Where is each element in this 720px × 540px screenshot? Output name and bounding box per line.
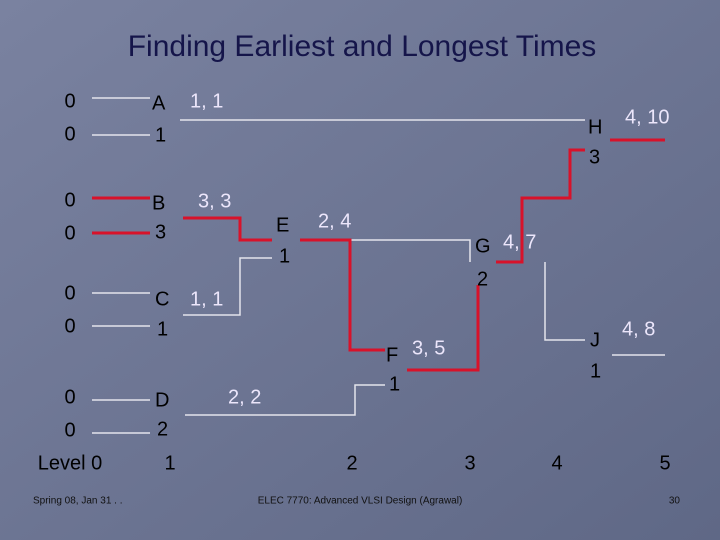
level-label: 4 — [551, 452, 562, 474]
node-name: E — [276, 214, 289, 236]
node-name: B — [152, 192, 165, 214]
level-label: Level 0 — [38, 452, 103, 474]
level-label: 1 — [164, 452, 175, 474]
node-name: D — [155, 389, 169, 411]
node-times: 4, 10 — [625, 106, 669, 128]
levels: Level 0 1 2 3 4 5 — [38, 452, 671, 474]
input: 0 — [64, 90, 75, 112]
node-weight: 1 — [157, 318, 168, 340]
node-times: 1, 1 — [190, 90, 223, 112]
node-times: 1, 1 — [190, 288, 223, 310]
node-name: C — [155, 288, 169, 310]
node-weight: 1 — [590, 360, 601, 382]
node-times: 4, 8 — [622, 318, 655, 340]
level-label: 2 — [346, 452, 357, 474]
node-weight: 2 — [477, 268, 488, 290]
wires — [92, 97, 665, 434]
node-times: 2, 2 — [228, 386, 261, 408]
node-weight: 3 — [589, 146, 600, 168]
node-name: G — [475, 235, 491, 257]
input: 0 — [64, 419, 75, 441]
node-times: 3, 5 — [412, 337, 445, 359]
footer-left: Spring 08, Jan 31 . . — [33, 496, 123, 507]
node-name: J — [590, 329, 600, 351]
node-name: H — [588, 116, 602, 138]
level-label: 3 — [464, 452, 475, 474]
node-times: 4, 7 — [503, 231, 536, 253]
nodes: A 1 1, 1 B 3 3, 3 C 1 1, 1 D 2 2, 2 E 1 … — [152, 90, 669, 440]
node-name: A — [152, 92, 166, 114]
node-weight: 1 — [389, 373, 400, 395]
input: 0 — [64, 282, 75, 304]
input: 0 — [64, 189, 75, 211]
node-times: 2, 4 — [318, 210, 351, 232]
input: 0 — [64, 222, 75, 244]
level-label: 5 — [659, 452, 670, 474]
input: 0 — [64, 123, 75, 145]
node-weight: 2 — [157, 418, 168, 440]
inputs: 0 0 0 0 0 0 0 0 — [64, 90, 75, 441]
input: 0 — [64, 315, 75, 337]
node-weight: 3 — [155, 221, 166, 243]
input: 0 — [64, 386, 75, 408]
footer-center: ELEC 7770: Advanced VLSI Design (Agrawal… — [258, 496, 463, 507]
title: Finding Earliest and Longest Times — [128, 30, 597, 63]
node-weight: 1 — [155, 124, 166, 146]
node-name: F — [386, 344, 398, 366]
node-weight: 1 — [279, 245, 290, 267]
node-times: 3, 3 — [198, 190, 231, 212]
page-number: 30 — [669, 496, 681, 507]
